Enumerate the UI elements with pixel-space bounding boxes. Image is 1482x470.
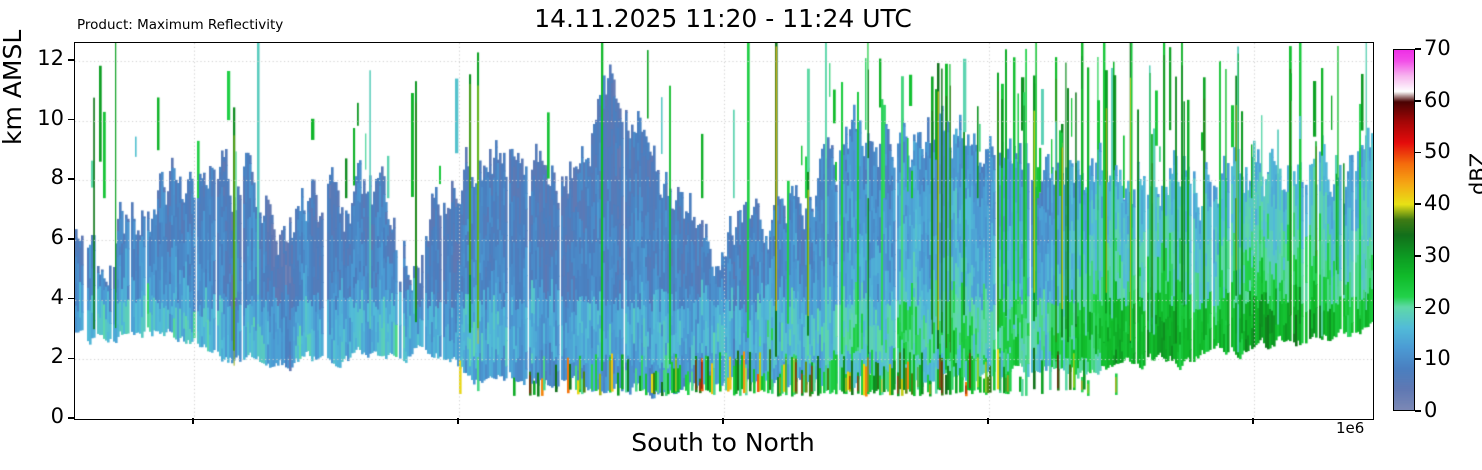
x-axis-offset-text: 1e6: [1336, 419, 1365, 437]
colorbar-tick-label: 60: [1424, 87, 1451, 112]
colorbar-tick-mark: [1415, 410, 1421, 412]
colorbar-tick-mark: [1415, 203, 1421, 205]
colorbar-tick-label: 0: [1424, 398, 1438, 422]
product-annotation: Product: Maximum Reflectivity: [77, 17, 284, 33]
y-tick-label: 4: [50, 284, 64, 309]
colorbar-tick-label: 50: [1424, 139, 1451, 164]
y-tick-mark: [68, 357, 74, 360]
x-tick-mark: [1252, 418, 1254, 424]
x-tick-mark: [457, 418, 459, 424]
y-tick-mark: [68, 118, 74, 121]
colorbar-tick-mark: [1415, 151, 1421, 154]
colorbar-gradient: [1393, 49, 1415, 411]
figure-title: 14.11.2025 11:20 - 11:24 UTC: [534, 4, 912, 33]
colorbar-tick-label: 40: [1424, 191, 1451, 216]
y-tick-mark: [68, 59, 74, 61]
colorbar-tick-label: 10: [1424, 346, 1451, 371]
y-tick-mark: [68, 238, 74, 240]
colorbar-tick-mark: [1415, 358, 1421, 361]
x-axis-label: South to North: [631, 428, 815, 457]
colorbar-tick-label: 70: [1424, 36, 1451, 60]
y-tick-mark: [68, 417, 74, 419]
plot-axes: [74, 42, 1374, 420]
y-tick-label: 8: [50, 165, 64, 190]
x-tick-mark: [987, 418, 989, 424]
colorbar-tick-mark: [1415, 255, 1421, 257]
colorbar-tick-mark: [1415, 306, 1421, 309]
colorbar-tick-mark: [1415, 99, 1421, 102]
colorbar-tick-label: 20: [1424, 294, 1451, 319]
x-tick-mark: [722, 418, 724, 424]
colorbar-tick-label: 30: [1424, 242, 1451, 267]
colorbar-label: dBZ: [1466, 152, 1482, 195]
colorbar: [1393, 49, 1415, 411]
x-tick-mark: [192, 418, 194, 424]
y-tick-label: 2: [50, 344, 64, 369]
y-tick-label: 6: [50, 224, 64, 249]
reflectivity-heatmap: [75, 43, 1373, 419]
y-tick-label: 10: [37, 105, 64, 130]
colorbar-tick-mark: [1415, 48, 1421, 50]
y-tick-label: 12: [37, 45, 64, 70]
y-tick-label: 0: [50, 404, 64, 428]
y-tick-mark: [68, 178, 74, 181]
y-tick-mark: [68, 297, 74, 300]
